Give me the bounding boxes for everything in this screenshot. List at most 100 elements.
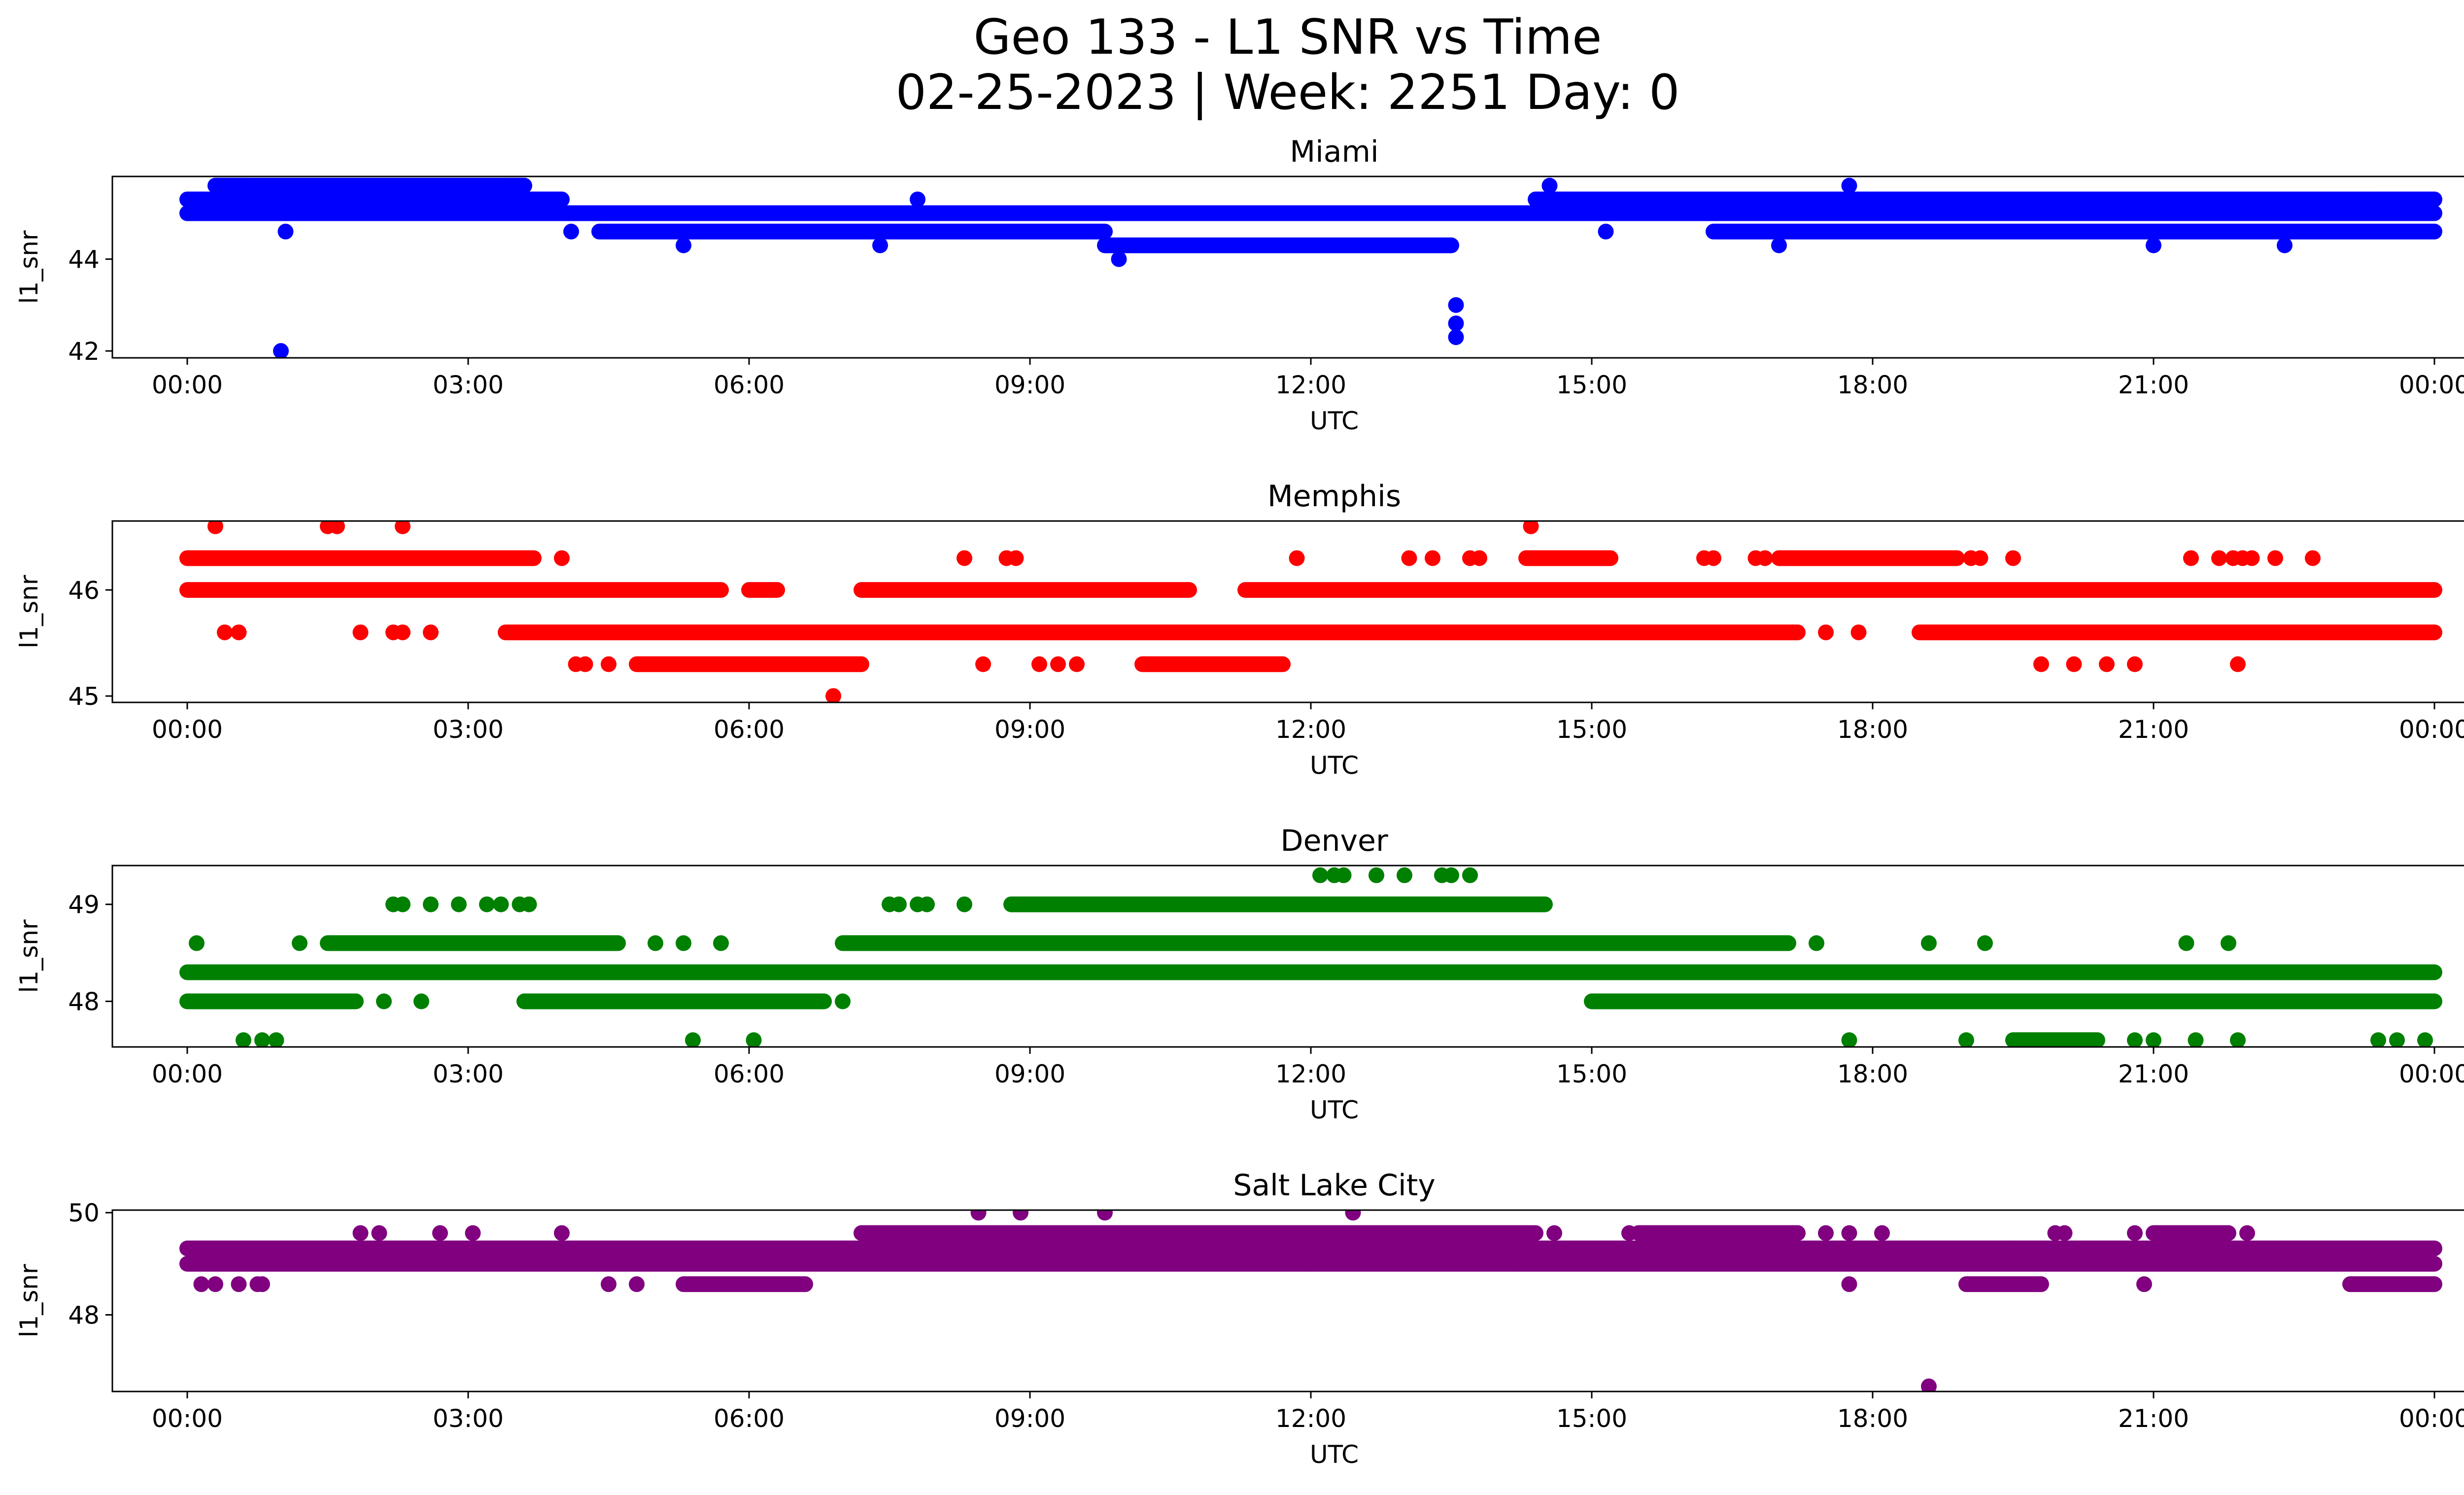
point-cluster [1631,1225,1806,1241]
data-point [685,1032,701,1047]
x-tick-label: 03:00 [433,715,504,744]
point-cluster [591,223,1113,240]
panel-title: Miami [1290,135,1378,169]
data-point [1706,550,1721,566]
data-point [2188,1032,2204,1047]
data-point [1977,935,1993,951]
data-point [2277,237,2293,253]
x-tick-label: 21:00 [2118,1404,2189,1433]
data-point [1335,867,1352,883]
data-point [479,896,495,912]
point-cluster [835,1240,2021,1256]
data-point [432,1225,448,1241]
point-cluster [179,550,542,566]
data-point [872,237,888,253]
x-tick-label: 21:00 [2118,715,2189,744]
point-cluster [854,1225,1543,1241]
data-point [1312,867,1328,883]
data-point [1523,521,1539,534]
data-point [975,656,991,672]
data-point [2244,550,2260,566]
data-point [2305,550,2321,566]
y-tick-label: 48 [68,1301,100,1330]
data-point [1448,329,1464,346]
data-point [2056,1225,2073,1241]
data-point [277,223,294,240]
data-point [413,993,429,1009]
data-point [545,582,560,598]
data-point [2211,550,2227,566]
data-point [1425,550,1440,566]
point-cluster [498,624,1806,640]
data-point [1443,867,1459,883]
data-point [957,896,972,912]
x-tick-label: 06:00 [714,1060,785,1088]
data-point [554,1225,570,1241]
data-point [891,896,907,912]
data-point [2099,656,2115,672]
x-tick-label: 06:00 [714,371,785,399]
data-point [825,688,841,702]
point-cluster [1003,896,1553,912]
data-point [236,1032,251,1047]
data-point [1841,177,1857,194]
data-point [554,550,570,566]
figure-title: Geo 133 - L1 SNR vs Time 02-25-2023 | We… [0,10,2464,120]
point-cluster [1958,1276,2049,1292]
data-point [329,521,345,534]
point-cluster [1237,582,2442,598]
data-point [1111,251,1127,267]
data-point [1757,550,1773,566]
data-point [1448,297,1464,313]
data-point [2183,550,2199,566]
chart-panel: 00:00 03:00 06:00 09:00 12:00 15:00 18:00 21:00… [15,1168,2464,1469]
data-point [189,935,205,951]
data-point [1031,656,1047,672]
point-cluster [1134,656,1291,672]
data-point [1097,1210,1113,1221]
data-point [1397,867,1412,883]
point-cluster [629,656,869,672]
y-axis-label: l1_snr [15,575,43,648]
data-point [1841,1225,1857,1241]
data-point [2230,656,2246,672]
x-tick-label: 00:00 [2399,715,2464,744]
data-point [577,656,593,672]
y-tick-label: 50 [68,1199,100,1227]
data-point [2127,1032,2143,1047]
data-point [1972,550,1988,566]
y-tick-label: 46 [68,576,100,605]
point-cluster [179,993,364,1009]
data-point [231,1276,247,1292]
data-point [2230,1032,2246,1047]
data-point [1345,1210,1361,1221]
point-cluster [2005,1032,2105,1047]
data-point [1841,1032,1857,1047]
x-tick-label: 18:00 [1837,371,1908,399]
x-tick-label: 00:00 [152,1404,223,1433]
data-point [2239,1225,2255,1241]
point-cluster [1097,237,1459,253]
data-point [2146,1032,2161,1047]
x-tick-label: 09:00 [994,715,1065,744]
data-point [395,896,411,912]
point-cluster [179,582,729,598]
data-point [2136,1276,2152,1292]
x-tick-label: 21:00 [2118,1060,2189,1088]
data-point [352,1225,369,1241]
data-point [1850,624,1867,640]
data-point [207,1276,223,1292]
x-tick-label: 12:00 [1275,1404,1346,1433]
data-point [451,896,467,912]
x-tick-label: 09:00 [994,1404,1065,1433]
x-tick-label: 09:00 [994,371,1065,399]
data-point [676,237,691,253]
x-tick-label: 18:00 [1837,1060,1908,1088]
data-point [2127,656,2143,672]
x-tick-label: 00:00 [152,1060,223,1088]
y-tick-label: 48 [68,988,100,1016]
data-point [601,1276,616,1292]
y-axis-label: l1_snr [15,230,43,304]
data-point [352,624,369,640]
data-point [371,1225,387,1241]
